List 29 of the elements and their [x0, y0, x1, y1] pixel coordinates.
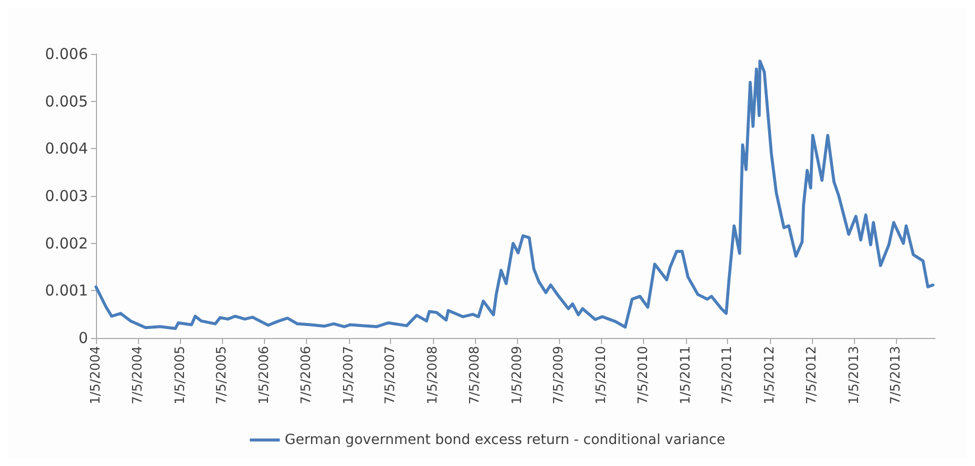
- x-tick-label: 1/5/2012: [762, 346, 778, 404]
- x-tick-label: 1/5/2007: [341, 346, 356, 404]
- x-tick-label: 7/5/2012: [804, 346, 820, 404]
- x-tick-label: 7/5/2005: [214, 346, 230, 404]
- x-tick-label: 1/5/2004: [88, 346, 104, 404]
- x-tick-label: 1/5/2010: [594, 346, 610, 404]
- y-tick-label: 0.002: [45, 234, 88, 252]
- x-tick-label: 1/5/2009: [510, 346, 525, 404]
- y-tick-label: 0.006: [45, 45, 88, 63]
- x-tick-label: 1/5/2006: [257, 346, 272, 404]
- line-series: [94, 60, 934, 330]
- y-tick-label: 0.005: [45, 92, 88, 110]
- x-tick-label: 7/5/2006: [298, 346, 314, 404]
- x-tick-label: 7/5/2011: [720, 346, 736, 404]
- x-tick-label: 7/5/2010: [636, 346, 651, 404]
- x-tick-label: 7/5/2013: [888, 346, 904, 404]
- x-tick-label: 7/5/2007: [383, 346, 398, 404]
- x-tick-label: 7/5/2008: [468, 346, 483, 404]
- x-tick-label: 1/5/2013: [846, 346, 862, 404]
- x-tick-label: 1/5/2011: [678, 346, 694, 404]
- y-tick-label: 0.001: [45, 282, 88, 300]
- x-tick-label: 7/5/2004: [130, 346, 146, 404]
- x-tick-label: 1/5/2005: [172, 346, 188, 404]
- legend-label: German government bond excess return - conditional variance: [284, 432, 726, 448]
- y-tick-label: 0: [78, 329, 88, 347]
- y-tick-label: 0.004: [45, 140, 88, 158]
- x-tick-label: 1/5/2008: [426, 346, 441, 404]
- x-tick-label: 7/5/2009: [552, 346, 567, 404]
- y-tick-label: 0.003: [45, 187, 88, 205]
